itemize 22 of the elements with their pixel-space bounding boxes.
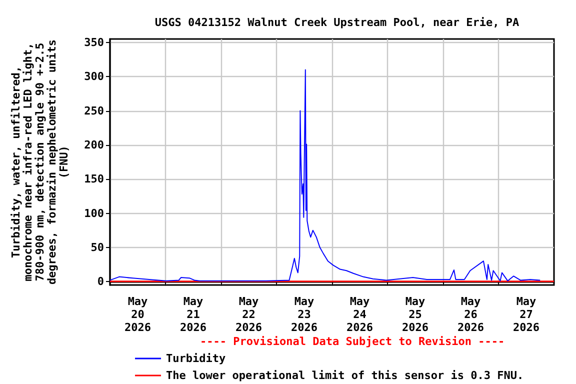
y-tick-label: 50 (90, 240, 104, 254)
y-tick-label: 350 (84, 36, 104, 49)
legend-label: The lower operational limit of this sensor is 0.3 FNU. (166, 369, 524, 382)
y-tick-label: 0 (97, 275, 104, 288)
x-tick-label: May 20 2026 (124, 295, 152, 334)
line-series (110, 69, 541, 282)
chart-title: USGS 04213152 Walnut Creek Upstream Pool, near Erie, PA (154, 16, 520, 29)
x-tick-label: May 24 2026 (346, 295, 374, 334)
y-tick-label: 200 (84, 138, 104, 152)
x-tick-label: May 23 2026 (291, 295, 318, 334)
x-tick-label: May 27 2026 (513, 295, 540, 334)
x-tick-label: May 25 2026 (402, 295, 429, 334)
legend-label: Turbidity (166, 352, 226, 365)
x-tick-label: May 26 2026 (458, 295, 484, 334)
text: ---- Provisional Data Subject to Revision ---- (200, 335, 505, 348)
y-tick-label: 250 (84, 104, 104, 118)
x-tick-label: May 22 2026 (236, 295, 262, 334)
y-tick-label: 100 (84, 206, 104, 220)
x-tick-label: May 21 2026 (180, 295, 207, 334)
y-tick-label: 150 (84, 172, 104, 186)
y-axis-title: Turbidity, water, unfiltered, monochrome near infra-red LED light, 780-900 nm, detection angle 90 +-2.5 degrees, formazin nephelometric units (FNU) (10, 39, 70, 285)
y-tick-label: 300 (84, 70, 104, 84)
